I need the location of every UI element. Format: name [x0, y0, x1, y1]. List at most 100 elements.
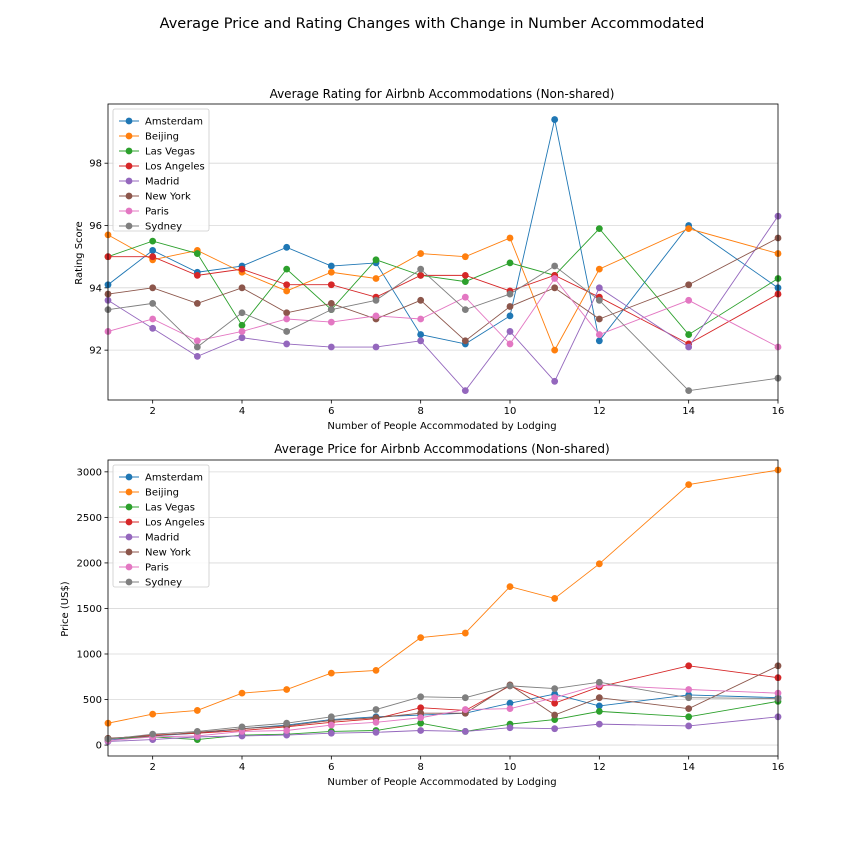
data-point — [283, 287, 291, 295]
legend-label: Las Vegas — [145, 503, 195, 514]
data-point — [685, 722, 693, 730]
data-point — [327, 713, 335, 721]
data-point — [551, 377, 559, 385]
data-point — [327, 318, 335, 326]
y-tick-label: 96 — [89, 221, 102, 232]
legend-box — [112, 464, 210, 588]
legend-entry: Beijing — [119, 488, 179, 499]
data-point — [327, 281, 335, 289]
data-point — [149, 710, 157, 718]
data-point — [506, 290, 514, 298]
data-point — [149, 237, 157, 245]
data-point — [417, 634, 425, 641]
data-point — [461, 387, 469, 395]
data-point — [685, 281, 693, 289]
data-point — [372, 343, 380, 351]
data-point — [283, 315, 291, 323]
data-point — [417, 250, 425, 257]
data-point — [417, 719, 425, 727]
legend-entry: New York — [119, 192, 191, 203]
data-point — [193, 337, 201, 345]
series-line — [107, 693, 779, 741]
data-point — [461, 253, 469, 261]
legend-label: Los Angeles — [145, 518, 205, 529]
y-tick-label: 1000 — [77, 649, 102, 660]
data-point — [327, 721, 335, 729]
series-new-york — [104, 662, 782, 742]
data-point — [372, 312, 380, 320]
legend: Amsterdam Beijing Las Vegas Los Angeles Madr… — [112, 464, 210, 589]
axes-frame — [107, 459, 779, 757]
data-point — [417, 727, 425, 734]
data-point — [327, 306, 335, 314]
data-point — [461, 271, 469, 279]
series-line — [107, 665, 779, 740]
series-line — [107, 228, 779, 352]
data-point — [506, 340, 514, 348]
x-tick-label: 2 — [149, 406, 155, 417]
price-y-axis-label: Price (US$) — [60, 581, 71, 637]
data-point — [551, 595, 559, 602]
x-tick-label: 6 — [328, 762, 334, 773]
data-point — [551, 685, 559, 693]
data-point — [685, 296, 693, 304]
x-tick-label: 14 — [682, 762, 695, 773]
legend-entry: Las Vegas — [119, 503, 195, 514]
series-line — [107, 681, 779, 740]
data-point — [506, 303, 514, 310]
data-point — [283, 309, 291, 317]
legend-label: Sydney — [145, 222, 182, 233]
data-point — [506, 705, 514, 713]
data-point — [461, 337, 469, 345]
data-point — [551, 284, 559, 292]
data-point — [551, 262, 559, 270]
data-point — [595, 296, 603, 304]
data-point — [327, 300, 335, 307]
data-point — [506, 682, 514, 690]
data-point — [327, 669, 335, 677]
data-point — [238, 265, 246, 273]
data-point — [283, 281, 291, 289]
y-tick-label: 2000 — [77, 558, 102, 569]
data-point — [149, 300, 157, 307]
data-point — [685, 686, 693, 693]
legend-marker — [125, 518, 133, 526]
data-point — [417, 704, 425, 712]
series-line — [107, 237, 779, 342]
data-point — [283, 686, 291, 693]
legend-entry: Madrid — [119, 533, 179, 544]
series-madrid — [104, 212, 782, 395]
data-point — [417, 693, 425, 701]
data-point — [595, 315, 603, 323]
data-point — [149, 253, 157, 261]
data-point — [551, 725, 559, 733]
data-point — [193, 271, 201, 279]
legend-entry: Sydney — [119, 578, 182, 589]
series-line — [107, 227, 779, 336]
data-point — [595, 702, 603, 710]
data-point — [461, 728, 469, 735]
data-point — [417, 265, 425, 273]
data-point — [238, 328, 246, 335]
data-point — [372, 275, 380, 282]
y-tick-label: 0 — [96, 741, 102, 752]
series-line — [107, 277, 779, 348]
x-tick-label: 4 — [239, 406, 245, 417]
data-point — [417, 714, 425, 722]
data-point — [283, 719, 291, 727]
legend-label: Paris — [145, 207, 169, 218]
series-line — [107, 215, 779, 392]
data-point — [238, 284, 246, 292]
series-line — [107, 469, 779, 724]
legend-marker — [125, 548, 133, 556]
series-paris — [104, 681, 782, 744]
rating-x-axis-label: Number of People Accommodated by Lodging — [327, 421, 556, 432]
data-point — [283, 265, 291, 273]
data-point — [551, 275, 559, 282]
legend-label: Amsterdam — [145, 117, 203, 128]
x-tick-label: 14 — [682, 406, 695, 417]
data-point — [595, 225, 603, 233]
data-point — [372, 256, 380, 264]
legend-entry: Los Angeles — [119, 162, 205, 173]
